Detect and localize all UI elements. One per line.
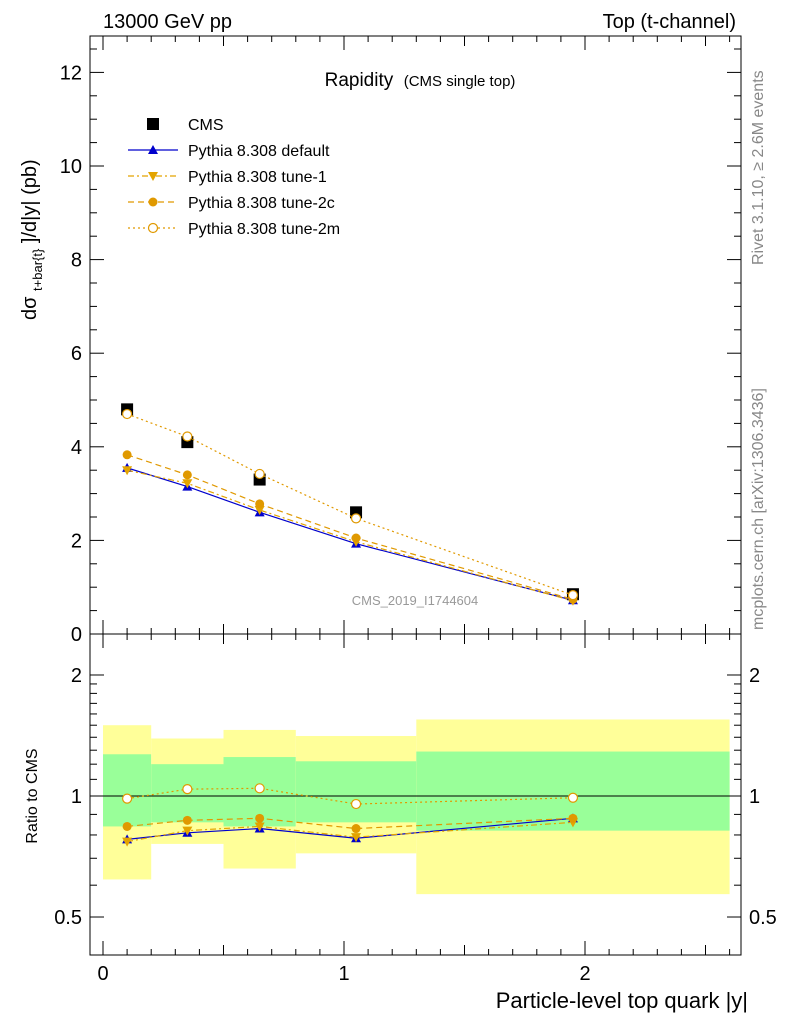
- main-series-line-1: [126, 467, 574, 601]
- ratio-y-tick-label-left: 0.5: [54, 907, 82, 929]
- main-series-point-3-3: [351, 533, 361, 543]
- ratio-frame: [89, 633, 742, 956]
- ratio-series-point-2-2: [255, 813, 265, 823]
- ratio-series-point-1-0: [122, 837, 133, 847]
- main-series-line-3: [126, 454, 574, 600]
- main-series-point-4-4: [567, 590, 579, 601]
- ratio-series-point-3-2: [254, 783, 265, 794]
- analysis-watermark: CMS_2019_I1744604: [352, 593, 479, 608]
- y-tick-label: 8: [71, 250, 82, 272]
- main-series-point-3-2: [255, 499, 265, 509]
- chart-subtitle: (CMS single top): [404, 73, 516, 90]
- main-series-point-2-1: [182, 479, 193, 489]
- ratio-y-tick-label-right: 2: [749, 665, 760, 687]
- main-series-line-4: [126, 413, 574, 596]
- x-tick-label: 1: [338, 963, 349, 985]
- rivet-label: Rivet 3.1.10, ≥ 2.6M events: [750, 70, 767, 265]
- ratio-band-green-3: [295, 761, 417, 823]
- ratio-band-green-0: [103, 754, 152, 827]
- legend-marker-2: [148, 172, 158, 181]
- main-series-point-3-1: [182, 470, 192, 480]
- mcplots-label: mcplots.cern.ch [arXiv:1306.3436]: [750, 388, 767, 630]
- ratio-y-tick-label-right: 0.5: [749, 907, 777, 929]
- main-series-line-2: [126, 469, 574, 602]
- ratio-ylabel: Ratio to CMS: [24, 748, 41, 843]
- ylabel-post: ]/d|y| (pb): [19, 159, 41, 243]
- chart-title-group: Rapidity (CMS single top): [325, 70, 516, 91]
- legend-label-1: Pythia 8.308 default: [188, 143, 330, 160]
- ylabel-sub: t+bar{t}: [30, 248, 45, 291]
- legend-marker-3: [148, 197, 158, 207]
- y-tick-label: 6: [71, 343, 82, 365]
- header-left: 13000 GeV pp: [103, 11, 232, 33]
- ratio-y-tick-label-left: 1: [71, 786, 82, 808]
- y-tick-label: 4: [71, 437, 82, 459]
- y-tick-label: 2: [71, 530, 82, 552]
- legend-label-3: Pythia 8.308 tune-2c: [188, 195, 335, 212]
- main-ylabel: dσ t+bar{t} ]/d|y| (pb): [19, 159, 47, 320]
- x-tick-label: 2: [579, 963, 590, 985]
- ratio-series-point-3-0: [121, 793, 133, 804]
- ratio-series-point-2-0: [122, 821, 132, 831]
- main-series-point-2-2: [254, 505, 265, 515]
- main-series-point-4-2: [254, 468, 265, 480]
- ratio-series-point-1-2: [254, 822, 265, 832]
- main-series-point-4-1: [182, 431, 193, 442]
- header-right: Top (t-channel): [603, 11, 736, 33]
- ratio-series-point-1-3: [351, 833, 362, 843]
- ratio-y-tick-label-left: 2: [71, 665, 82, 687]
- ratio-series-point-2-3: [351, 824, 361, 834]
- ylabel-pre: dσ: [19, 296, 41, 320]
- ratio-series-point-3-3: [350, 798, 362, 810]
- y-tick-label: 12: [60, 62, 82, 84]
- legend-label-4: Pythia 8.308 tune-2m: [188, 221, 340, 238]
- y-tick-label: 0: [71, 624, 82, 646]
- main-series-point-2-0: [122, 466, 133, 476]
- main-series-point-4-3: [350, 513, 362, 524]
- y-tick-label: 10: [60, 156, 82, 178]
- main-series-point-4-0: [121, 408, 133, 420]
- legend-label-2: Pythia 8.308 tune-1: [188, 169, 327, 186]
- legend-marker-4: [147, 222, 159, 234]
- legend-marker-0: [147, 118, 159, 130]
- legend-marker-1: [148, 145, 158, 154]
- ratio-series-point-2-4: [568, 813, 578, 823]
- ratio-series-point-3-1: [182, 784, 193, 795]
- ratio-y-tick-label-right: 1: [749, 786, 760, 808]
- ratio-series-point-2-1: [182, 815, 192, 825]
- ratio-series-point-3-4: [567, 792, 579, 803]
- xlabel: Particle-level top quark |y|: [496, 988, 748, 1013]
- ratio-series-line-3: [127, 787, 573, 805]
- main-series-point-3-0: [122, 450, 132, 460]
- chart-title: Rapidity: [325, 70, 394, 91]
- ratio-series-line-1: [126, 821, 573, 843]
- x-tick-label: 0: [97, 963, 108, 985]
- legend-label-0: CMS: [188, 117, 224, 134]
- ratio-series-point-1-1: [182, 826, 193, 836]
